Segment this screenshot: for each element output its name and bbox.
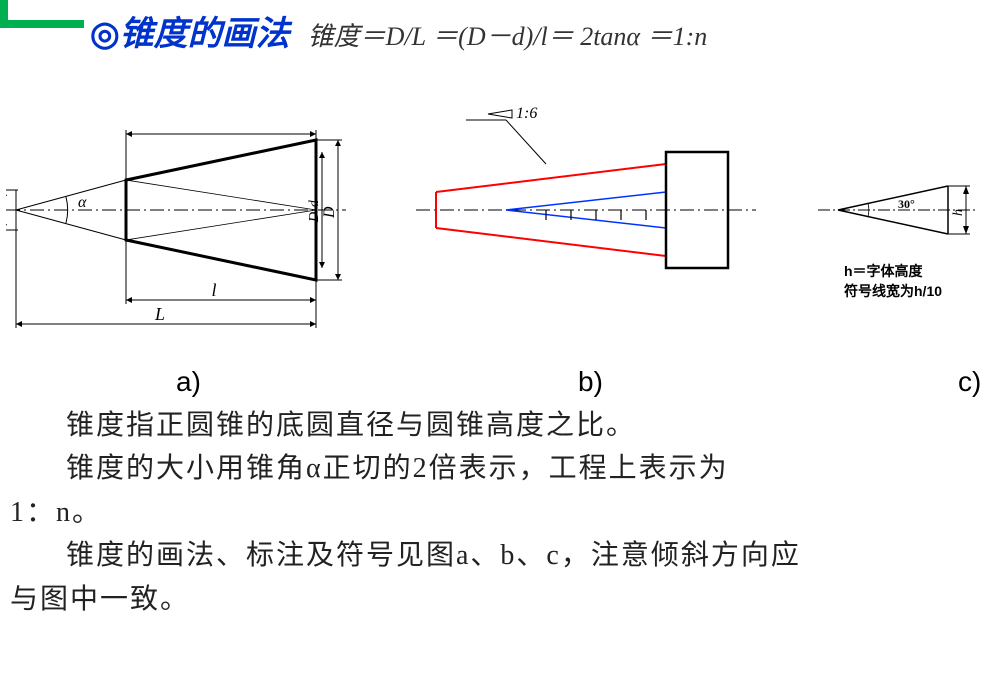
D-label: D: [321, 206, 338, 219]
label-c: c): [958, 366, 981, 398]
corner-accent: [0, 0, 84, 28]
symbol-note: h＝字体高度 符号线宽为h/10: [844, 262, 942, 301]
Dd-label: D-d: [307, 199, 322, 223]
angle-label: 30°: [898, 197, 915, 211]
label-b: b): [578, 366, 603, 398]
title-block: ◎锥度的画法: [90, 6, 290, 55]
diagram-b: 1:6: [416, 80, 756, 340]
body-p1: 锥度指正圆锥的底圆直径与圆锥高度之比。: [10, 404, 984, 447]
L-label: L: [154, 304, 165, 324]
taper-formula: 锥度＝D/L ＝(D－d)/l＝ 2tanα ＝1:n: [308, 16, 708, 53]
double-circle-icon: ◎: [90, 15, 120, 53]
note-line2: 符号线宽为h/10: [844, 282, 942, 302]
body-p4: 锥度的画法、标注及符号见图a、b、c，注意倾斜方向应: [10, 534, 984, 577]
diagrams: α d D D-d l L: [0, 70, 994, 350]
title-row: ◎锥度的画法 锥度＝D/L ＝(D－d)/l＝ 2tanα ＝1:n: [90, 6, 707, 55]
h-label: h: [951, 209, 966, 216]
note-line1: h＝字体高度: [844, 262, 942, 282]
alpha-label: α: [78, 194, 87, 211]
body-p5: 与图中一致。: [10, 578, 984, 621]
ratio-label: 1:6: [516, 105, 537, 122]
l-label: l: [211, 280, 216, 300]
page-title: 锥度的画法: [120, 15, 290, 53]
diagram-a: α d D D-d l L: [6, 80, 346, 340]
body-p3: 1：n。: [10, 491, 984, 534]
body-p2: 锥度的大小用锥角α正切的2倍表示，工程上表示为: [10, 447, 984, 490]
body-text: 锥度指正圆锥的底圆直径与圆锥高度之比。 锥度的大小用锥角α正切的2倍表示，工程上…: [10, 404, 984, 621]
label-a: a): [176, 366, 201, 398]
